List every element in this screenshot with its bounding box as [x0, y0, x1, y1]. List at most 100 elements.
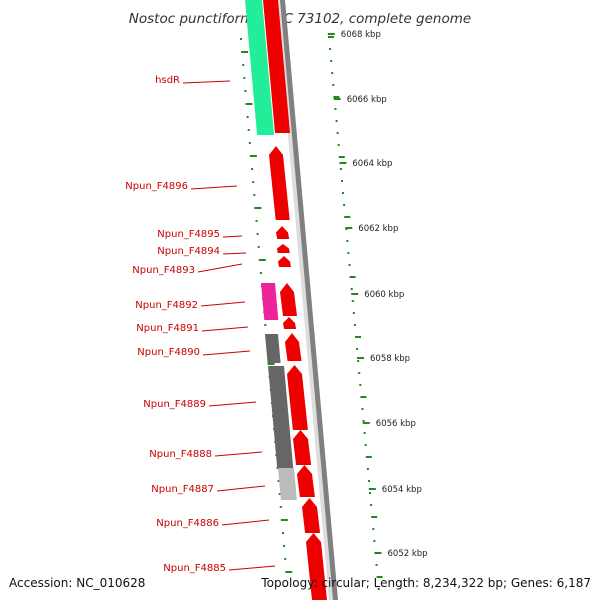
gc-tick — [365, 456, 372, 458]
gene-labels: hsdR Npun_F4896 Npun_F4895 Npun_F4894 Npun_F… — [125, 75, 276, 574]
backbone-track — [276, 0, 338, 600]
gc-tick — [245, 103, 253, 105]
kbp-tick — [327, 33, 335, 35]
gc-tick — [329, 48, 332, 50]
kbp-label: 6064 kbp — [352, 159, 392, 169]
gc-tick — [346, 240, 349, 242]
gc-tick — [253, 194, 256, 196]
gc-tick — [375, 564, 378, 566]
reverse-strand-genes — [245, 0, 297, 500]
gc-tick — [246, 116, 249, 118]
gene-Npun_F4896-arrow — [269, 146, 290, 220]
gene-Npun_F4890-arrow — [285, 333, 302, 361]
gc-tick — [328, 36, 334, 38]
gc-tick — [358, 372, 361, 374]
gc-tick — [361, 408, 364, 410]
gc-tick — [282, 532, 284, 534]
gc-tick — [348, 264, 351, 266]
gc-tick — [347, 252, 350, 254]
genome-title: Nostoc punctiforme PCC 73102, complete g… — [129, 11, 471, 27]
gc-tick — [359, 384, 362, 386]
gc-tick — [341, 180, 343, 182]
gc-tick — [353, 324, 356, 326]
gene-label: Npun_F4891 — [136, 323, 199, 334]
gc-tick — [356, 348, 359, 350]
gene-Npun_F4890 — [265, 334, 281, 363]
leader-line — [228, 565, 276, 571]
gc-tick — [259, 272, 262, 274]
gc-tick — [267, 363, 275, 365]
gc-tick — [370, 504, 373, 506]
gene-label: Npun_F4894 — [157, 246, 220, 257]
kbp-tick — [357, 357, 364, 359]
leader-line — [200, 301, 246, 307]
gc-tick — [285, 571, 293, 573]
gc-tick — [331, 72, 334, 74]
gc-tick — [344, 216, 351, 218]
gene-label: Npun_F4892 — [135, 300, 198, 311]
backbone-dark — [280, 0, 338, 600]
gc-tick — [342, 192, 344, 194]
gene-label: Npun_F4887 — [151, 484, 214, 495]
kbp-tick — [368, 488, 376, 490]
gene-Npun_F4887-arrow — [297, 465, 315, 497]
gc-tick — [334, 108, 337, 110]
gene-Npun_F4895-arrow — [276, 226, 290, 239]
gc-tick — [366, 468, 369, 470]
kbp-tick — [339, 162, 347, 164]
gc-tick — [252, 181, 255, 183]
gc-tick — [376, 576, 383, 578]
kbp-label: 6062 kbp — [358, 224, 398, 234]
gene-hsdR — [245, 0, 275, 135]
kbp-label: 6060 kbp — [364, 290, 404, 300]
gc-tick — [251, 168, 254, 170]
gc-tick — [242, 64, 245, 66]
gc-tick — [254, 207, 262, 209]
gc-tick — [283, 545, 286, 547]
gc-tick — [338, 156, 345, 158]
leader-line — [221, 519, 270, 526]
gc-tick — [364, 444, 367, 446]
gene-Npun_F4889-arrow — [287, 365, 308, 430]
gc-tick — [373, 540, 376, 542]
leader-line — [214, 451, 263, 457]
kbp-tick — [362, 422, 370, 424]
gc-tick — [362, 420, 365, 422]
leader-line — [222, 252, 247, 255]
leader-line — [182, 80, 231, 84]
gc-tick — [368, 480, 370, 482]
gene-label: Npun_F4885 — [163, 563, 226, 574]
gc-tick — [360, 396, 367, 398]
gene-Npun_F4886-arrow — [302, 498, 321, 533]
kbp-label: 6068 kbp — [341, 30, 381, 40]
gc-outer-ticks — [328, 36, 383, 590]
leader-line — [201, 326, 249, 332]
gc-tick — [357, 360, 360, 362]
leader-line — [197, 263, 243, 273]
kbp-label: 6052 kbp — [388, 549, 428, 559]
gc-tick — [363, 432, 366, 434]
gc-tick — [371, 516, 378, 518]
gc-tick — [355, 336, 361, 338]
gene-Npun_F4892-arrow — [280, 283, 297, 316]
kbp-tick — [374, 552, 382, 554]
gene-label: Npun_F4888 — [149, 449, 212, 460]
gc-tick — [277, 480, 280, 482]
gene-label: Npun_F4890 — [137, 347, 200, 358]
leader-line — [190, 185, 238, 190]
kbp-tick — [345, 227, 353, 229]
gene-Npun_F4891-arrow — [283, 317, 297, 329]
gc-tick — [339, 168, 342, 170]
gene-Npun_F4892 — [261, 283, 279, 320]
gc-tick — [372, 528, 375, 530]
gc-tick — [350, 288, 353, 290]
gc-tick — [377, 588, 380, 590]
gene-label: Npun_F4889 — [143, 399, 206, 410]
gc-tick — [244, 90, 247, 92]
gc-tick — [241, 51, 249, 53]
gc-tick — [280, 519, 288, 521]
gene-Npun_F4889 — [268, 366, 294, 468]
kbp-label: 6056 kbp — [376, 419, 416, 429]
gene-Npun_F4893-arrow — [278, 256, 291, 267]
gc-tick — [352, 312, 355, 314]
